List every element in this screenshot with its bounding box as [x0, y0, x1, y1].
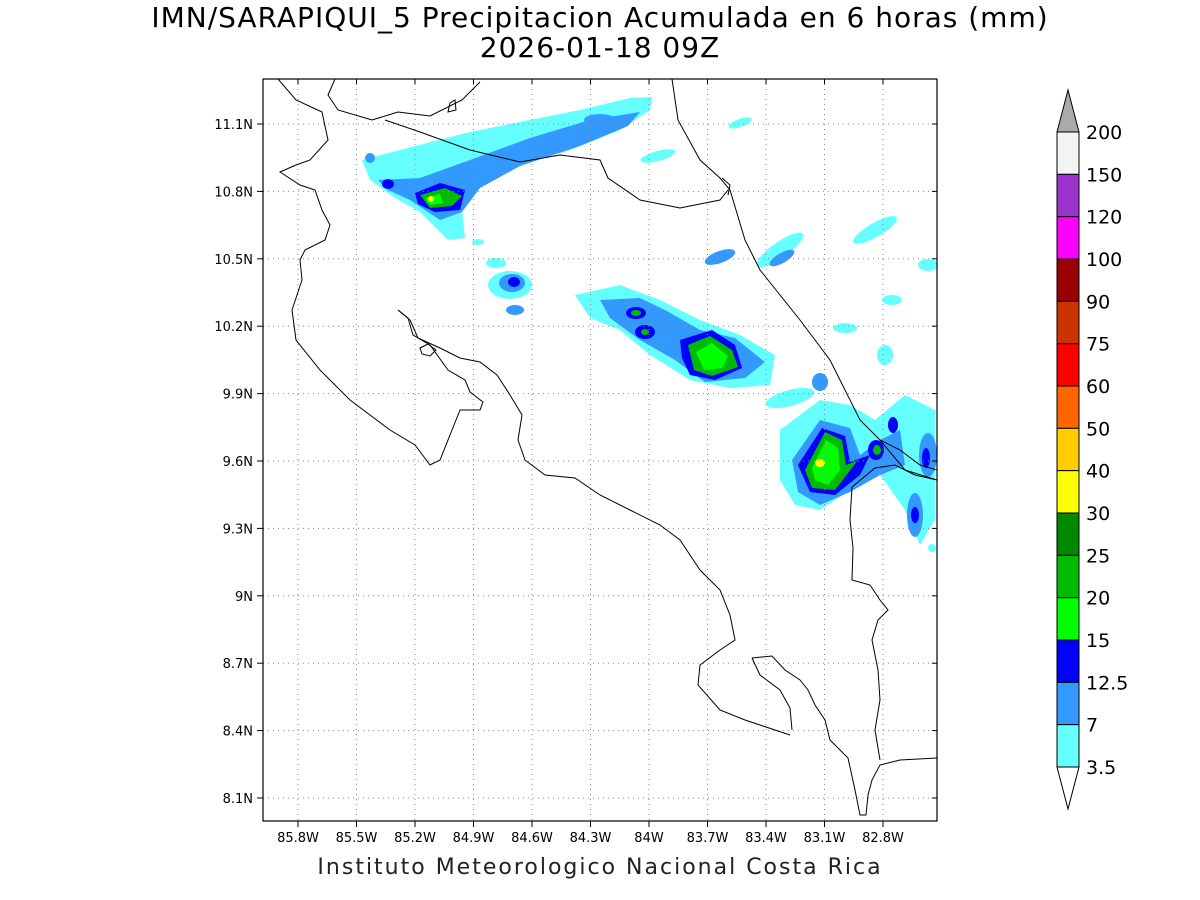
san-juan-river-mouth [721, 177, 731, 196]
lake-nicaragua-shore [327, 79, 481, 121]
lon-tick-label: 84.9W [453, 831, 495, 846]
colorbar-legend: 200 150 120 100 90 75 60 50 40 30 25 20 15 12.5 7 3.5 [1056, 88, 1128, 811]
colorbar-swatch [1056, 385, 1080, 429]
pacific-coast-guanacaste [291, 259, 484, 466]
colorbar-swatch [1056, 470, 1080, 514]
colorbar-level-label: 60 [1086, 376, 1110, 398]
lat-tick-label: 10.2N [214, 320, 253, 335]
colorbar-swatch [1056, 639, 1080, 683]
colorbar-level-label: 25 [1086, 545, 1110, 567]
colorbar-level-label: 30 [1086, 503, 1110, 525]
colorbar-swatch [1056, 216, 1080, 260]
colorbar-level-label: 90 [1086, 291, 1110, 313]
nicaragua-pacific-coast [277, 79, 331, 261]
graticule [263, 79, 937, 821]
colorbar-swatch [1056, 554, 1080, 599]
colorbar-level-label: 150 [1086, 164, 1122, 186]
lon-tick-label: 83.1W [804, 831, 846, 846]
rain-area-central [575, 285, 775, 388]
lon-tick-label: 85.8W [277, 831, 319, 846]
colorbar-level-label: 20 [1086, 588, 1110, 610]
rain-area-northwest [362, 97, 652, 245]
colorbar-swatch [1056, 597, 1080, 641]
golfo-dulce [751, 657, 793, 731]
colorbar-level-label: 200 [1086, 122, 1122, 144]
lon-tick-label: 84W [634, 831, 664, 846]
colorbar-swatch [1056, 131, 1080, 175]
osa-peninsula [751, 655, 937, 816]
longitude-axis: 85.8W 85.5W 85.2W 84.9W 84.6W 84.3W 84W 83.7W 83… [277, 79, 904, 846]
colorbar-level-label: 3.5 [1086, 757, 1116, 779]
map-subtitle-datetime: 2026-01-18 09Z [479, 31, 721, 64]
colorbar-level-label: 120 [1086, 207, 1122, 229]
colorbar-swatch [1056, 512, 1080, 556]
map-title: IMN/SARAPIQUI_5 Precipitacion Acumulada … [151, 1, 1049, 34]
bocas-del-toro-coast [879, 439, 937, 471]
lon-tick-label: 83.7W [687, 831, 729, 846]
nicoya-gulf-island [419, 343, 437, 357]
nicaragua-costa-rica-border [384, 119, 729, 209]
lat-tick-label: 9.9N [223, 388, 253, 403]
colorbar-level-label: 75 [1086, 334, 1110, 356]
colorbar-swatch [1056, 724, 1080, 768]
colorbar-level-label: 50 [1086, 418, 1110, 440]
colorbar-swatch [1056, 300, 1080, 345]
precipitation-field [362, 97, 937, 552]
colorbar-swatch [1056, 343, 1080, 387]
lat-tick-label: 9.3N [223, 522, 253, 537]
panama-border [849, 464, 937, 761]
colorbar-swatch [1056, 258, 1080, 302]
nicoya-gulf-shore [397, 309, 791, 736]
map-frame [262, 78, 938, 822]
colorbar-level-label: 7 [1086, 715, 1098, 737]
colorbar-over-triangle [1056, 88, 1080, 133]
coastline-and-borders [277, 79, 937, 816]
lon-tick-label: 84.6W [511, 831, 553, 846]
latitude-axis: 11.1N 10.8N 10.5N 10.2N 9.9N 9.6N 9.3N 9N 8.7N 8.… [214, 118, 937, 807]
colorbar-swatch [1056, 681, 1080, 726]
colorbar-swatch [1056, 173, 1080, 218]
lat-tick-label: 8.4N [223, 725, 253, 740]
colorbar-swatch [1056, 427, 1080, 472]
lon-tick-label: 84.3W [570, 831, 612, 846]
lat-tick-label: 9N [235, 590, 253, 605]
lon-tick-label: 83.4W [745, 831, 787, 846]
lat-tick-label: 8.1N [223, 792, 253, 807]
lon-tick-label: 82.8W [862, 831, 904, 846]
colorbar-under-triangle [1056, 766, 1080, 811]
lon-tick-label: 85.5W [336, 831, 378, 846]
credit-text: Instituto Meteorologico Nacional Costa R… [317, 855, 883, 880]
colorbar-level-label: 40 [1086, 461, 1110, 483]
lake-island [447, 99, 457, 113]
lat-tick-label: 11.1N [214, 118, 253, 133]
lat-tick-label: 8.7N [223, 657, 253, 672]
lat-tick-label: 10.8N [214, 185, 253, 200]
lat-tick-label: 9.6N [223, 455, 253, 470]
lon-tick-label: 85.2W [394, 831, 436, 846]
colorbar-level-label: 100 [1086, 249, 1122, 271]
lat-tick-label: 10.5N [214, 253, 253, 268]
colorbar-level-label: 12.5 [1086, 672, 1128, 694]
colorbar-level-label: 15 [1086, 630, 1110, 652]
